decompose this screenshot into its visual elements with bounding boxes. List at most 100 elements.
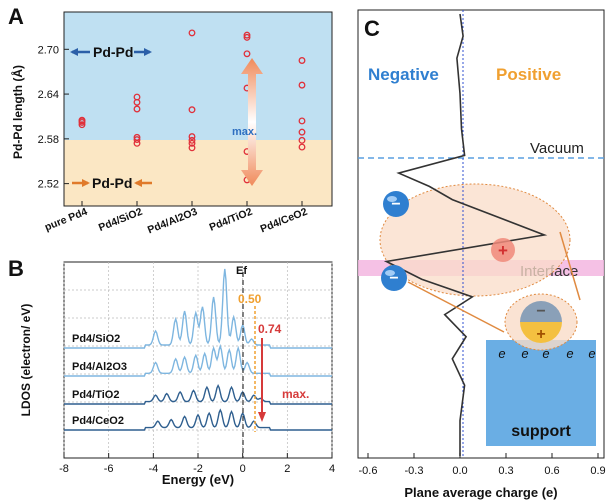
dos-series-label: Pd4/TiO2 — [72, 389, 119, 401]
panel-b-xticks: -8 -6 -4 -2 0 2 4 — [59, 453, 335, 475]
panel-a-xtick-label: pure Pd4 — [43, 206, 89, 234]
panel-b: B LDOS (electron/ eV) Energy (eV) -8 -6 -4… — [8, 256, 335, 487]
dos-curve-3 — [64, 384, 332, 405]
dos-series-label: Pd4/CeO2 — [72, 415, 124, 427]
minus-symbol-top: − — [391, 196, 400, 213]
panel-a-ylabel: Pd-Pd length (Å) — [10, 65, 25, 159]
panel-a-point — [298, 128, 306, 136]
panel-b-max-label: max. — [282, 387, 309, 401]
callout-line-left — [407, 281, 505, 333]
panel-a-yticks: 2.52 2.58 2.64 2.70 — [38, 44, 69, 191]
panel-a-point — [133, 133, 141, 141]
dos-curve-4 — [64, 408, 332, 431]
panel-a-point — [188, 136, 196, 144]
panel-c-xticks: -0.6 -0.3 0.0 0.3 0.6 0.9 — [359, 453, 606, 477]
positive-label: Positive — [496, 65, 561, 84]
electron-symbol: e — [521, 346, 528, 361]
annot-050: 0.50 — [238, 292, 262, 306]
panel-b-xtick-label: 0 — [240, 463, 246, 475]
minus-ball-top: − — [383, 191, 409, 217]
dos-curve-2 — [64, 343, 332, 377]
panel-b-xtick-label: -6 — [104, 463, 114, 475]
dos-series-label: Pd4/SiO2 — [72, 333, 120, 345]
panel-b-xlabel: Energy (eV) — [162, 472, 234, 487]
dipole-plus: + — [536, 326, 545, 343]
panel-a-point — [243, 31, 251, 39]
panel-b-grid — [63, 262, 333, 458]
dos-series-label: Pd4/Al2O3 — [72, 361, 127, 373]
panel-a-frame — [63, 11, 333, 207]
vacuum-label: Vacuum — [530, 140, 584, 157]
panel-c-letter: C — [364, 16, 380, 41]
panel-a-max-label: max. — [232, 126, 257, 138]
minus-ball-bottom: − — [381, 265, 407, 291]
callout-line-right — [559, 231, 581, 301]
panel-a-ytick-label: 2.64 — [38, 89, 59, 101]
panel-a-xtick-label: Pd4/Al2O3 — [146, 206, 199, 237]
max-double-arrow: max. — [232, 58, 263, 186]
panel-a-point — [243, 50, 251, 58]
pd-pd-top-label: Pd-Pd — [70, 44, 152, 60]
panel-a-point — [298, 81, 306, 89]
panel-a-xtick-label: Pd4/SiO2 — [97, 206, 144, 234]
charge-ellipse — [379, 183, 571, 297]
panel-a-point — [188, 133, 196, 141]
panel-a-point — [298, 57, 306, 64]
panel-a-xtick-label: Pd4/TiO2 — [208, 206, 255, 234]
electron-symbol: e — [566, 346, 573, 361]
panel-b-xtick-label: -8 — [59, 463, 69, 475]
electron-symbol: e — [542, 346, 549, 361]
panel-a-point — [133, 136, 141, 144]
panel-a-point — [188, 106, 196, 114]
dos-curve-1 — [64, 268, 332, 349]
panel-a-blue-region — [64, 12, 332, 140]
panel-a-ytick-label: 2.52 — [38, 179, 59, 191]
electron-symbol: e — [588, 346, 595, 361]
annot-074: 0.74 — [258, 322, 282, 336]
negative-label: Negative — [368, 65, 439, 84]
panel-b-xtick-label: -4 — [148, 463, 158, 475]
panel-a-point — [188, 144, 196, 152]
minus-symbol-bottom: − — [389, 270, 398, 287]
panel-a-point — [298, 143, 306, 151]
support-block — [486, 340, 596, 446]
panel-a-point — [298, 117, 306, 125]
panel-a-points — [78, 29, 306, 184]
panel-c-xtick-label: 0.3 — [498, 465, 513, 477]
panel-c-xtick-label: 0.6 — [544, 465, 559, 477]
panel-a-point — [298, 136, 306, 144]
panel-c-xtick-label: 0.0 — [452, 465, 467, 477]
panel-a-point — [243, 33, 251, 41]
panel-a-point — [78, 121, 86, 129]
electron-symbol: e — [498, 346, 505, 361]
panel-a-ytick-label: 2.58 — [38, 134, 59, 146]
panel-b-curves: Pd4/SiO2 Pd4/Al2O3 Pd4/TiO2 Pd4/CeO2 — [64, 268, 332, 431]
pd-pd-bottom-label: Pd-Pd — [72, 175, 152, 191]
panel-a-letter: A — [8, 4, 24, 29]
panel-b-xtick-label: -2 — [193, 463, 203, 475]
panel-a-point — [78, 116, 86, 124]
panel-a-point — [133, 93, 141, 101]
dipole-ball: − + — [520, 301, 562, 343]
panel-b-letter: B — [8, 256, 24, 281]
panel-a-point — [188, 139, 196, 147]
dipole-minus: − — [536, 303, 545, 320]
panel-a-orange-region — [64, 140, 332, 206]
panel-a: A Pd-Pd length (Å) 2.52 2.58 2.64 2.70 pure… — [8, 4, 333, 237]
panel-c-xtick-label: -0.6 — [359, 465, 378, 477]
pd-pd-bottom-text: Pd-Pd — [92, 175, 132, 191]
panel-b-xtick-label: 4 — [329, 463, 335, 475]
panel-a-ytick-label: 2.70 — [38, 44, 59, 56]
panel-c-xlabel: Plane average charge (e) — [404, 485, 557, 500]
panel-b-ylabel: LDOS (electron/ eV) — [19, 304, 33, 417]
panel-c-xtick-label: 0.9 — [590, 465, 605, 477]
panel-c-xtick-label: -0.3 — [405, 465, 424, 477]
pd-pd-top-text: Pd-Pd — [93, 44, 133, 60]
plus-ball: + — [491, 238, 515, 262]
panel-a-point — [133, 105, 141, 113]
panel-a-point — [188, 29, 196, 37]
panel-b-xtick-label: 2 — [284, 463, 290, 475]
